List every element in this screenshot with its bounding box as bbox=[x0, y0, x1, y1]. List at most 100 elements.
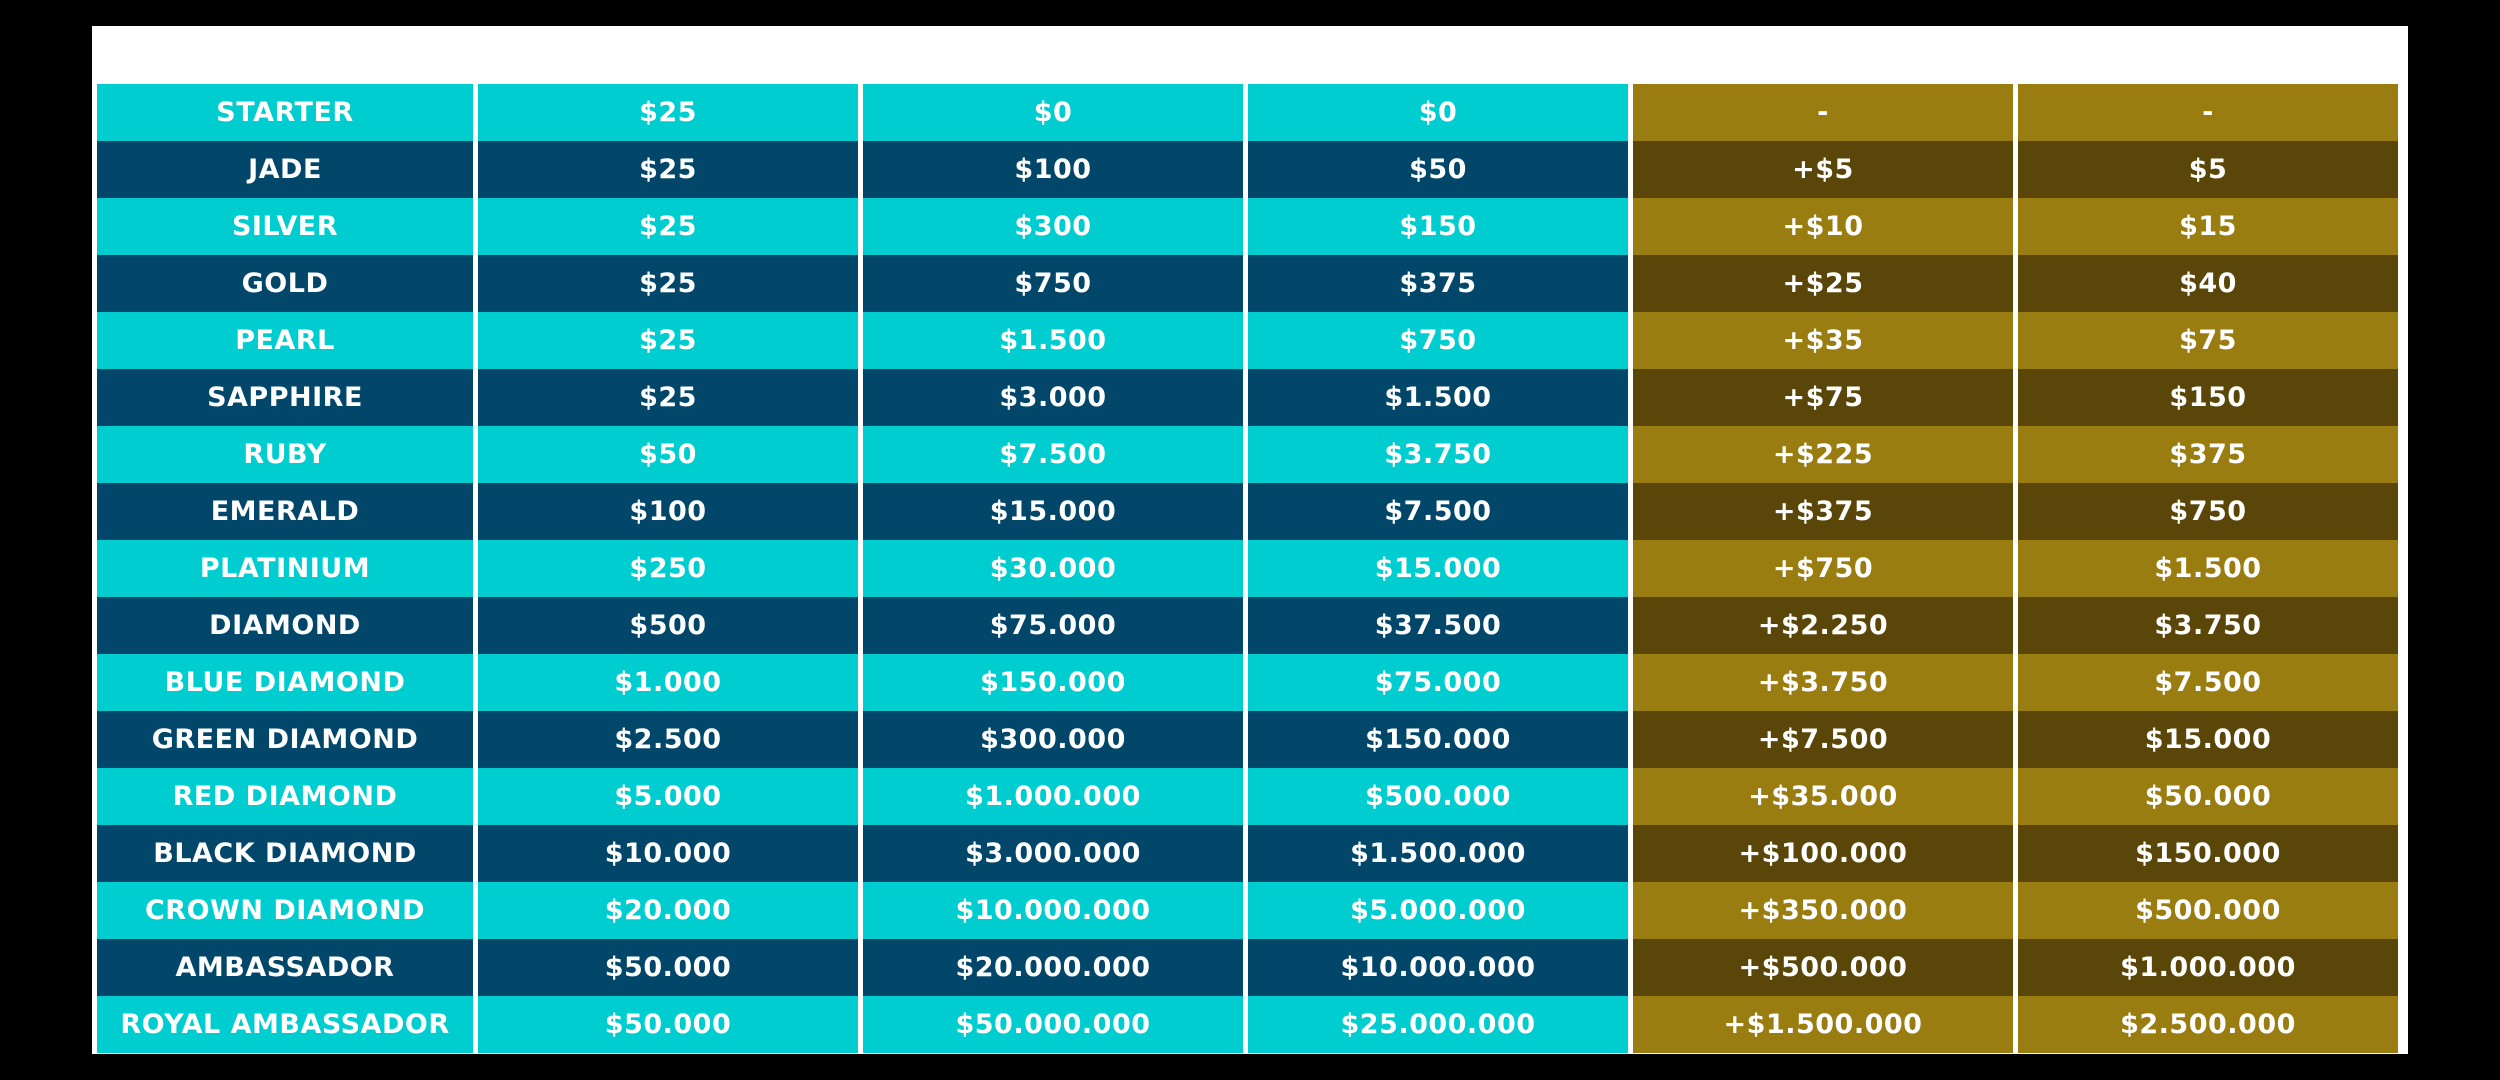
column-2-cell: $300 bbox=[863, 198, 1243, 255]
column-5-cell: $375 bbox=[2018, 426, 2398, 483]
column-2-cell: $10.000.000 bbox=[863, 882, 1243, 939]
table-row: RED DIAMOND $5.000 $1.000.000 $500.000 +$35.… bbox=[97, 768, 2398, 825]
column-2-cell: $150.000 bbox=[863, 654, 1243, 711]
table-row: DIAMOND $500 $75.000 $37.500 +$2.250 $3.750 bbox=[97, 597, 2398, 654]
column-3-cell: $75.000 bbox=[1248, 654, 1628, 711]
column-4-cell: +$500.000 bbox=[1633, 939, 2013, 996]
column-4-cell: +$7.500 bbox=[1633, 711, 2013, 768]
rank-name-cell: AMBASSADOR bbox=[97, 939, 473, 996]
rank-name-cell: STARTER bbox=[97, 84, 473, 141]
column-2-cell: $750 bbox=[863, 255, 1243, 312]
column-5-cell: $7.500 bbox=[2018, 654, 2398, 711]
column-3-cell: $150.000 bbox=[1248, 711, 1628, 768]
rank-name-cell: RUBY bbox=[97, 426, 473, 483]
column-1-cell: $50.000 bbox=[478, 939, 858, 996]
table-row: BLUE DIAMOND $1.000 $150.000 $75.000 +$3.750… bbox=[97, 654, 2398, 711]
rank-name-cell: RED DIAMOND bbox=[97, 768, 473, 825]
column-5-cell: $1.500 bbox=[2018, 540, 2398, 597]
rank-name-cell: DIAMOND bbox=[97, 597, 473, 654]
column-1-cell: $25 bbox=[478, 141, 858, 198]
rank-name-cell: GOLD bbox=[97, 255, 473, 312]
rank-name-cell: PEARL bbox=[97, 312, 473, 369]
column-5-cell: $1.000.000 bbox=[2018, 939, 2398, 996]
table-row: EMERALD $100 $15.000 $7.500 +$375 $750 bbox=[97, 483, 2398, 540]
rank-table: STARTER $25 $0 $0- - JADE $25 $100 $50 +$5 $5 SILVE… bbox=[92, 84, 2403, 1053]
column-5-cell: $2.500.000 bbox=[2018, 996, 2398, 1053]
column-4-cell: +$25 bbox=[1633, 255, 2013, 312]
column-5-cell: $150.000 bbox=[2018, 825, 2398, 882]
table-row: JADE $25 $100 $50 +$5 $5 bbox=[97, 141, 2398, 198]
table-row: ROYAL AMBASSADOR $50.000 $50.000.000 $25.00… bbox=[97, 996, 2398, 1053]
column-4-cell: +$35 bbox=[1633, 312, 2013, 369]
column-4-cell: +$350.000 bbox=[1633, 882, 2013, 939]
column-5-cell: $5 bbox=[2018, 141, 2398, 198]
column-2-cell: $1.000.000 bbox=[863, 768, 1243, 825]
column-5-cell: $150 bbox=[2018, 369, 2398, 426]
column-2-cell: $100 bbox=[863, 141, 1243, 198]
table-row: SAPPHIRE $25 $3.000 $1.500 +$75 $150 bbox=[97, 369, 2398, 426]
rank-name-cell: SAPPHIRE bbox=[97, 369, 473, 426]
column-4-cell: +$5 bbox=[1633, 141, 2013, 198]
rank-name-cell: EMERALD bbox=[97, 483, 473, 540]
table-row: PLATINIUM $250 $30.000 $15.000 +$750 $1.500 bbox=[97, 540, 2398, 597]
rank-table-panel: STARTER $25 $0 $0- - JADE $25 $100 $50 +$5 $5 SILVE… bbox=[92, 26, 2408, 1054]
column-1-cell: $2.500 bbox=[478, 711, 858, 768]
column-3-cell: $7.500 bbox=[1248, 483, 1628, 540]
column-3-cell: $25.000.000 bbox=[1248, 996, 1628, 1053]
column-2-cell: $75.000 bbox=[863, 597, 1243, 654]
column-2-cell: $50.000.000 bbox=[863, 996, 1243, 1053]
column-3-cell: $150 bbox=[1248, 198, 1628, 255]
column-5-cell: $750 bbox=[2018, 483, 2398, 540]
column-1-cell: $500 bbox=[478, 597, 858, 654]
column-1-cell: $25 bbox=[478, 198, 858, 255]
column-3-cell: $5.000.000 bbox=[1248, 882, 1628, 939]
column-3-cell: $50 bbox=[1248, 141, 1628, 198]
column-4-cell: +$750 bbox=[1633, 540, 2013, 597]
column-3-cell: $500.000 bbox=[1248, 768, 1628, 825]
column-4-cell: - bbox=[1633, 84, 2013, 141]
column-3-cell: $3.750 bbox=[1248, 426, 1628, 483]
column-1-cell: $25 bbox=[478, 84, 858, 141]
column-4-cell: +$1.500.000 bbox=[1633, 996, 2013, 1053]
column-3-cell: $750 bbox=[1248, 312, 1628, 369]
table-row: RUBY $50 $7.500 $3.750 +$225 $375 bbox=[97, 426, 2398, 483]
column-4-cell: +$3.750 bbox=[1633, 654, 2013, 711]
column-5-cell: $40 bbox=[2018, 255, 2398, 312]
column-2-cell: $30.000 bbox=[863, 540, 1243, 597]
table-row: BLACK DIAMOND $10.000 $3.000.000 $1.500.000… bbox=[97, 825, 2398, 882]
column-2-cell: $7.500 bbox=[863, 426, 1243, 483]
column-4-cell: +$2.250 bbox=[1633, 597, 2013, 654]
rank-table-body: STARTER $25 $0 $0- - JADE $25 $100 $50 +$5 $5 SILVE… bbox=[97, 84, 2398, 1053]
column-2-cell: $1.500 bbox=[863, 312, 1243, 369]
column-2-cell: $15.000 bbox=[863, 483, 1243, 540]
column-2-cell: $0 bbox=[863, 84, 1243, 141]
column-1-cell: $20.000 bbox=[478, 882, 858, 939]
table-row: GOLD $25 $750 $375 +$25 $40 bbox=[97, 255, 2398, 312]
column-4-cell: +$75 bbox=[1633, 369, 2013, 426]
table-row: SILVER $25 $300 $150 +$10 $15 bbox=[97, 198, 2398, 255]
column-3-cell: $37.500 bbox=[1248, 597, 1628, 654]
rank-name-cell: GREEN DIAMOND bbox=[97, 711, 473, 768]
rank-name-cell: BLACK DIAMOND bbox=[97, 825, 473, 882]
column-5-cell: $3.750 bbox=[2018, 597, 2398, 654]
column-4-cell: +$100.000 bbox=[1633, 825, 2013, 882]
column-5-cell: $15.000 bbox=[2018, 711, 2398, 768]
column-1-cell: $100 bbox=[478, 483, 858, 540]
column-5-cell: $15 bbox=[2018, 198, 2398, 255]
column-5-cell: $75 bbox=[2018, 312, 2398, 369]
rank-name-cell: CROWN DIAMOND bbox=[97, 882, 473, 939]
column-2-cell: $300.000 bbox=[863, 711, 1243, 768]
column-5-cell: - bbox=[2018, 84, 2398, 141]
rank-name-cell: SILVER bbox=[97, 198, 473, 255]
column-1-cell: $5.000 bbox=[478, 768, 858, 825]
column-1-cell: $50.000 bbox=[478, 996, 858, 1053]
column-1-cell: $25 bbox=[478, 312, 858, 369]
table-row: PEARL $25 $1.500 $750 +$35 $75 bbox=[97, 312, 2398, 369]
column-2-cell: $3.000.000 bbox=[863, 825, 1243, 882]
rank-name-cell: JADE bbox=[97, 141, 473, 198]
column-1-cell: $25 bbox=[478, 255, 858, 312]
column-5-cell: $50.000 bbox=[2018, 768, 2398, 825]
table-row: STARTER $25 $0 $0- - bbox=[97, 84, 2398, 141]
column-1-cell: $10.000 bbox=[478, 825, 858, 882]
rank-name-cell: ROYAL AMBASSADOR bbox=[97, 996, 473, 1053]
